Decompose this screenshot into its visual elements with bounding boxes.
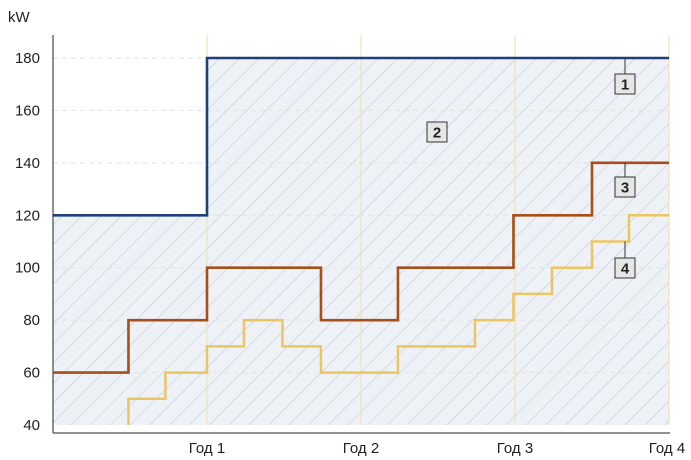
- y-tick-label: 120: [15, 207, 40, 224]
- axes: 40 60 80 100 120 140 160 180 kW Год 1 Год 2 Год 3 Го…: [8, 9, 685, 457]
- y-tick-label: 160: [15, 102, 40, 119]
- callout-series-4: 4: [614, 241, 636, 279]
- x-tick-label: Год 1: [189, 440, 225, 457]
- callout-series-3-box: [614, 176, 636, 198]
- callout-series-1-box: [614, 73, 636, 95]
- y-tick-label: 60: [23, 365, 40, 382]
- callout-series-4-box: [614, 257, 636, 279]
- y-unit-label: kW: [8, 9, 31, 26]
- callout-series-4-text: 4: [621, 261, 630, 278]
- callout-series-3-text: 3: [621, 180, 629, 197]
- callout-series-3: 3: [614, 162, 636, 198]
- y-tick-label: 80: [23, 312, 40, 329]
- x-tick-label: Год 4: [649, 440, 685, 457]
- labels: 1 2 3 4: [426, 58, 636, 279]
- x-tick-label: Год 2: [343, 440, 379, 457]
- x-tick-label: Год 3: [497, 440, 533, 457]
- callout-area-2-text: 2: [433, 125, 441, 142]
- series-line-1: [53, 56, 669, 217]
- y-tick-label: 140: [15, 155, 40, 172]
- y-tick-label: 100: [15, 260, 40, 277]
- callout-area-2-box: [426, 121, 448, 143]
- series: [53, 56, 669, 425]
- series-line-4: [127, 214, 669, 425]
- callout-area-2: 2: [426, 121, 448, 143]
- callout-series-1-text: 1: [621, 77, 629, 94]
- callout-series-1: 1: [614, 58, 636, 95]
- y-tick-label: 180: [15, 50, 40, 67]
- series-line-3: [53, 161, 669, 374]
- y-tick-label: 40: [23, 417, 40, 434]
